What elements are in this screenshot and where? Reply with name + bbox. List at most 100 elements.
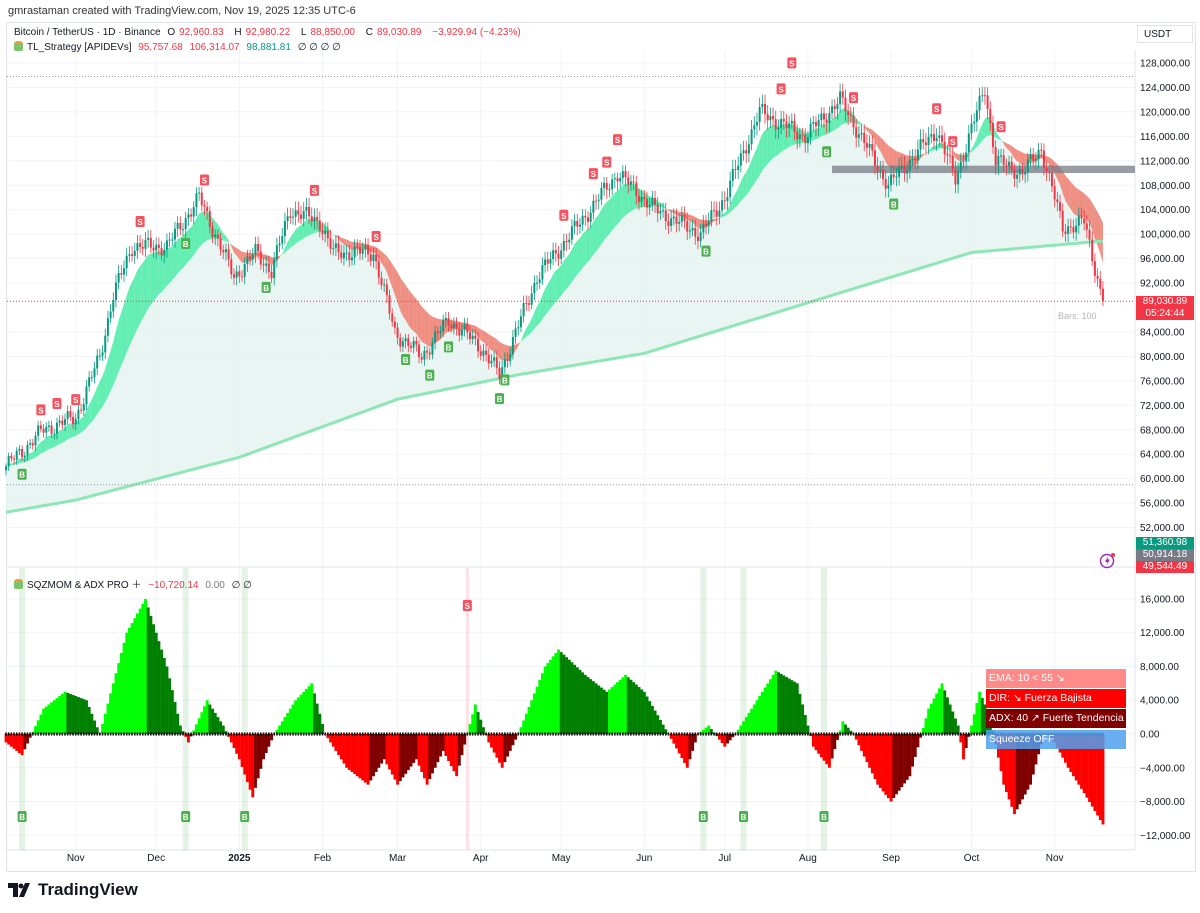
indicator1-legend[interactable]: TL_Strategy [APIDEVs] 95,757.68 106,314.… [14, 41, 345, 53]
momentum-bar [913, 734, 917, 757]
candle-body [1053, 186, 1056, 200]
trend-ribbon-segment [545, 284, 548, 316]
squeeze-dot [37, 732, 39, 736]
trend-ribbon-segment [311, 219, 315, 235]
symbol-legend[interactable]: Bitcoin / TetherUS · 1D · Binance O 92,96… [14, 27, 525, 38]
candle-body [418, 344, 421, 358]
momentum-bar [299, 694, 303, 734]
x-tick-label: Oct [964, 853, 980, 864]
trend-ribbon-segment [891, 147, 894, 170]
squeeze-dot [377, 732, 380, 736]
candle-body [801, 134, 804, 136]
candle-body [873, 150, 876, 166]
momentum-bar [846, 727, 850, 734]
squeeze-dot [635, 732, 638, 736]
candle-body [659, 211, 662, 214]
sell-signal: S [465, 602, 471, 611]
squeeze-dot [855, 732, 857, 736]
x-tick-label: Nov [1046, 853, 1064, 864]
momentum-bar [854, 734, 858, 740]
trend-ribbon-segment [65, 424, 68, 442]
x-tick-label: Aug [799, 853, 817, 864]
candle-body [243, 264, 246, 277]
trend-ribbon-segment [824, 123, 827, 136]
squeeze-dot [541, 732, 544, 736]
lightning-alert-icon[interactable] [1099, 552, 1117, 570]
squeeze-dot [753, 732, 756, 736]
momentum-bar [1096, 734, 1100, 816]
candle-body [645, 199, 648, 208]
candle-body [761, 103, 764, 108]
y-tick-label: 80,000.00 [1140, 352, 1185, 363]
squeeze-dot [791, 732, 793, 736]
squeeze-dot [423, 732, 426, 736]
candle-body [514, 328, 517, 337]
squeeze-dot [737, 732, 739, 736]
trend-ribbon-segment [124, 295, 127, 360]
candle-body [241, 276, 244, 278]
trend-ribbon-segment [199, 211, 202, 248]
momentum-bar [873, 734, 877, 780]
candle-body [895, 176, 898, 178]
candle-body [705, 223, 708, 226]
squeeze-dot [815, 732, 817, 736]
squeeze-dot [155, 732, 157, 736]
candle-body [112, 299, 115, 312]
trend-ribbon-segment [169, 246, 173, 284]
tradingview-logo[interactable]: TradingView [8, 880, 138, 900]
trend-ribbon-segment [1046, 156, 1050, 164]
squeeze-dot [697, 732, 699, 736]
squeeze-dot [96, 732, 98, 736]
trend-ribbon-segment [201, 210, 205, 245]
candle-body [565, 240, 568, 243]
squeeze-dot [99, 732, 101, 736]
y-tick-label: 4,000.00 [1140, 696, 1179, 707]
squeeze-dot [833, 732, 836, 736]
squeeze-dot [394, 732, 396, 736]
trend-ribbon-segment [837, 110, 841, 129]
squeeze-dot [117, 732, 120, 736]
squeeze-dot [552, 732, 554, 736]
trend-ribbon-segment [78, 418, 82, 435]
momentum-bar [763, 687, 767, 734]
momentum-bar [170, 690, 174, 734]
momentum-bar [720, 734, 724, 744]
candle-body [251, 254, 254, 260]
momentum-bar [1015, 734, 1019, 810]
squeeze-dot [209, 732, 211, 736]
trend-ribbon-segment [204, 210, 208, 243]
candle-body [447, 317, 450, 326]
candle-body [452, 323, 455, 329]
momentum-bar [541, 673, 544, 734]
momentum-bar [326, 734, 330, 739]
squeeze-dot [605, 732, 608, 736]
trend-ribbon-segment [322, 223, 326, 233]
indicator2-legend[interactable]: SQZMOM & ADX PRO ＋ −10,720.14 0.00 ∅ ∅ [14, 576, 256, 591]
candle-body [5, 466, 7, 471]
candle-body [353, 246, 356, 258]
candle-body [1000, 155, 1003, 157]
candle-body [7, 455, 10, 467]
candle-body [15, 450, 18, 460]
candle-body [739, 153, 742, 166]
candle-body [404, 338, 407, 342]
candle-body [163, 249, 166, 256]
squeeze-dot [163, 732, 166, 736]
momentum-bar [101, 723, 105, 734]
trend-ribbon-segment [43, 437, 47, 453]
trend-ribbon-segment [99, 375, 103, 411]
squeeze-dot [471, 732, 474, 736]
momentum-bar [905, 734, 909, 780]
candle-body [485, 350, 488, 355]
momentum-bar [970, 725, 974, 734]
sell-signal: S [591, 170, 597, 179]
momentum-bar [514, 734, 518, 740]
trend-ribbon-segment [1011, 145, 1015, 159]
currency-selector[interactable]: USDT [1137, 25, 1193, 43]
squeeze-dot [369, 732, 372, 736]
candle-body [849, 114, 852, 116]
momentum-bar [937, 688, 941, 734]
trend-ribbon-segment [110, 341, 114, 392]
momentum-bar [406, 734, 410, 771]
